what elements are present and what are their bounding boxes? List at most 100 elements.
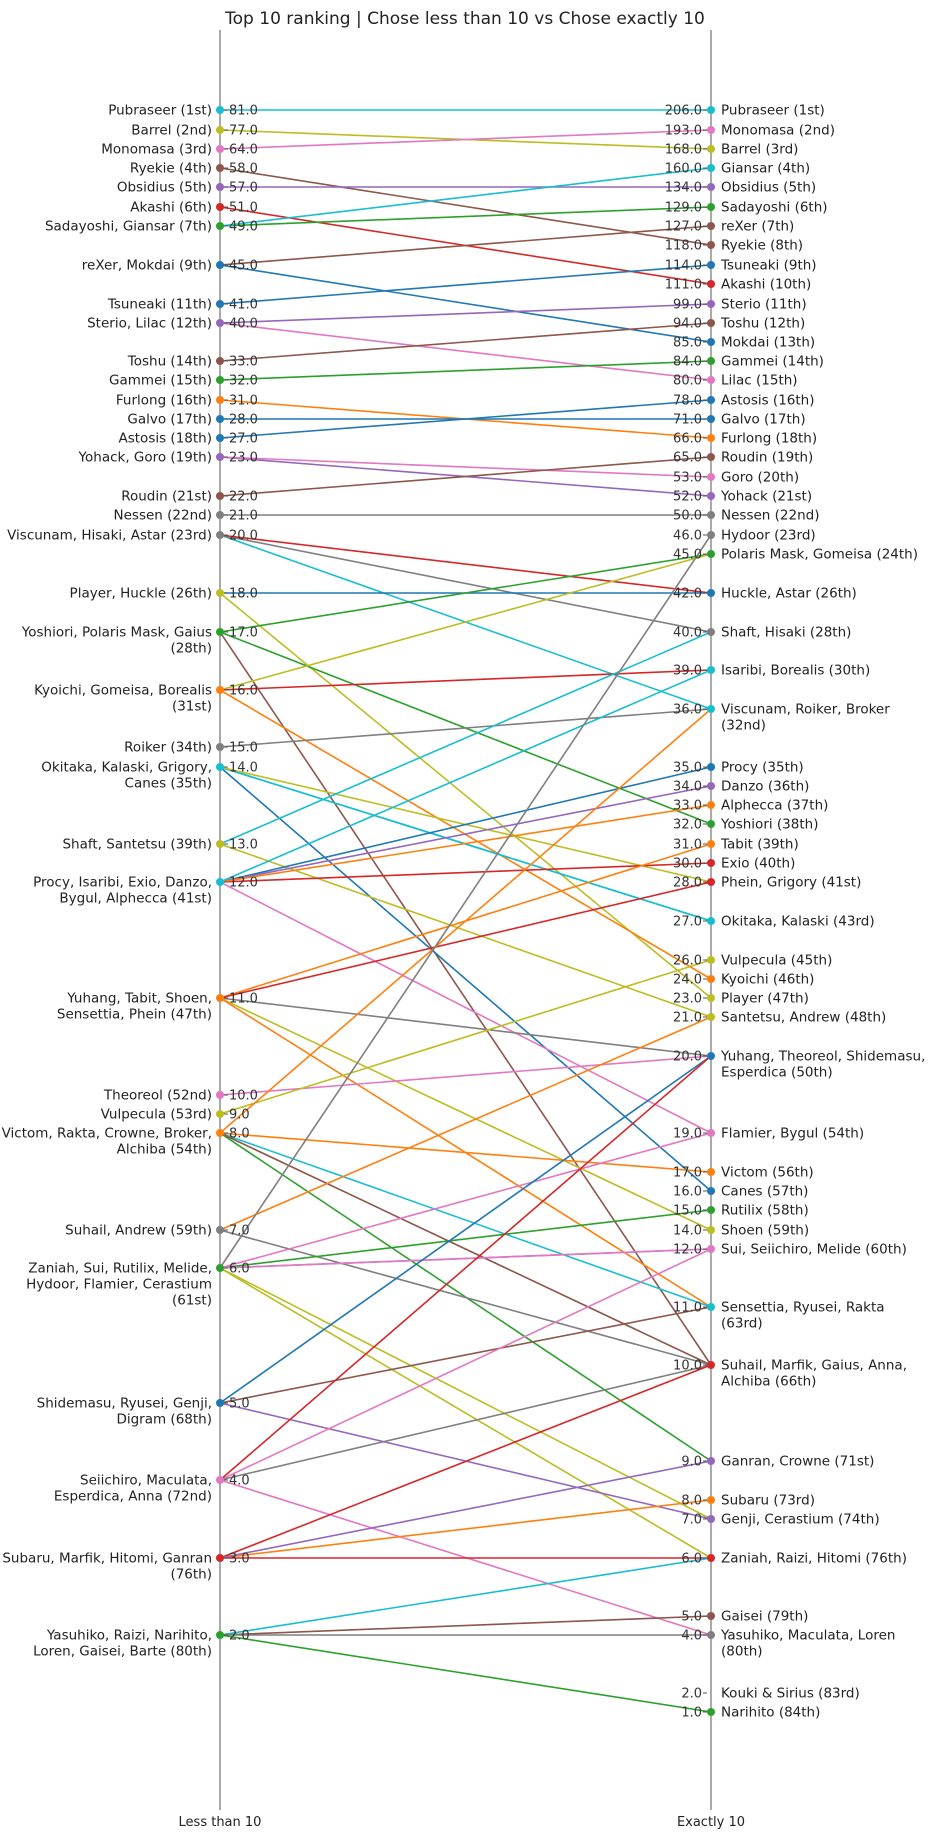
left-node-kyoichi-gomeisa-borealis-31st: 16.0 Kyoichi, Gomeisa, Borealis (31st) <box>34 683 258 715</box>
right-node-tsuneaki-9th: 114.0 Tsuneaki (9th) <box>665 258 817 274</box>
right-value-label: 17.0 <box>673 1166 702 1181</box>
left-marker <box>216 261 224 269</box>
series-line-toshu <box>219 322 712 362</box>
right-node-phein-grigory-41st: 28.0 Phein, Grigory (41st) <box>673 875 861 891</box>
series-line-borealis <box>219 669 712 691</box>
right-value-label: 16.0 <box>673 1185 702 1200</box>
series-line-narihito <box>219 1634 712 1713</box>
right-value-label: 53.0 <box>673 471 702 486</box>
left-node-viscunam-hisaki-astar-23rd: 20.0 Viscunam, Hisaki, Astar (23rd) <box>7 528 258 544</box>
right-node-yasuhiko-maculata-loren-80th: 4.0 Yasuhiko, Maculata, Loren (80th) <box>681 1628 895 1660</box>
left-node-player-huckle-26th: 18.0 Player, Huckle (26th) <box>70 586 258 602</box>
series-line-flamier <box>219 1132 712 1269</box>
left-marker <box>216 1110 224 1118</box>
left-name-label: Victom, Rakta, Crowne, Broker, Alchiba (5… <box>2 1126 212 1158</box>
series-line-melide <box>219 1248 712 1269</box>
right-value-label: 40.0 <box>673 626 702 641</box>
right-value-label: 7.0 <box>681 1513 702 1528</box>
right-marker <box>707 1457 715 1465</box>
left-node-seiichiro-maculata-esperdica-anna-72nd: 4.0 Seiichiro, Maculata, Esperdica, Anna (… <box>54 1473 250 1505</box>
left-name-label: Pubraseer (1st) <box>108 103 212 119</box>
right-value-label: 80.0 <box>673 374 702 389</box>
right-marker <box>707 1013 715 1021</box>
right-value-label: 168.0 <box>665 143 702 158</box>
series-line-shaft <box>219 631 712 845</box>
right-name-label: Viscunam, Roiker, Broker (32nd) <box>721 702 890 734</box>
left-marker <box>216 376 224 384</box>
series-line-alphecca <box>219 804 712 883</box>
left-name-label: Astosis (18th) <box>119 431 213 447</box>
left-value-label: 7.0 <box>229 1224 250 1239</box>
right-value-label: 45.0 <box>673 548 702 563</box>
right-value-label: 4.0 <box>681 1629 702 1644</box>
right-marker <box>707 801 715 809</box>
right-value-label: 39.0 <box>673 664 702 679</box>
right-name-label: Sensettia, Ryusei, Rakta (63rd) <box>721 1300 885 1332</box>
right-name-label: Hydoor (23rd) <box>721 528 816 544</box>
right-name-label: Tabit (39th) <box>720 837 799 853</box>
right-marker <box>707 145 715 153</box>
left-marker <box>216 434 224 442</box>
right-value-label: 5.0 <box>681 1610 702 1625</box>
right-marker <box>707 859 715 867</box>
left-value-label: 28.0 <box>229 413 258 428</box>
right-value-label: 85.0 <box>673 336 702 351</box>
right-node-kyoichi-46th: 24.0 Kyoichi (46th) <box>673 972 814 988</box>
series-line-sterio <box>219 303 712 324</box>
series-line-gomeisa <box>219 553 712 691</box>
left-name-label: Theoreol (52nd) <box>103 1088 212 1104</box>
left-name-label: Gammei (15th) <box>109 373 212 389</box>
left-marker <box>216 1226 224 1234</box>
right-marker <box>707 1245 715 1253</box>
right-value-label: 1.0 <box>681 1706 702 1721</box>
left-marker <box>216 628 224 636</box>
left-name-label: Nessen (22nd) <box>114 508 212 524</box>
left-marker <box>216 396 224 404</box>
right-node-flamier-bygul-54th: 19.0 Flamier, Bygul (54th) <box>673 1126 864 1142</box>
series-line-santetsu <box>219 843 712 1018</box>
left-node-barrel-2nd: 77.0 Barrel (2nd) <box>131 123 258 139</box>
right-node-sadayoshi-6th: 129.0 Sadayoshi (6th) <box>665 200 828 216</box>
left-value-label: 20.0 <box>229 529 258 544</box>
left-name-label: Obsidius (5th) <box>117 180 212 196</box>
right-node-toshu-12th: 94.0 Toshu (12th) <box>673 316 805 332</box>
left-node-pubraseer-1st: 81.0 Pubraseer (1st) <box>108 103 258 119</box>
series-line-zaniah <box>219 1267 712 1559</box>
right-name-label: Yuhang, Theoreol, Shidemasu, Esperdica (5… <box>720 1049 925 1081</box>
series-line-marfik <box>219 1364 712 1559</box>
right-marker <box>707 357 715 365</box>
right-marker <box>707 300 715 308</box>
right-marker <box>707 241 715 249</box>
right-name-label: Roudin (19th) <box>721 450 813 466</box>
series-line-goro <box>219 456 712 478</box>
right-node-furlong-18th: 66.0 Furlong (18th) <box>673 431 817 447</box>
right-value-label: 26.0 <box>673 954 702 969</box>
right-marker <box>707 628 715 636</box>
left-marker <box>216 531 224 539</box>
left-value-label: 51.0 <box>229 201 258 216</box>
right-marker <box>707 1515 715 1523</box>
right-name-label: Yoshiori (38th) <box>720 817 818 833</box>
right-node-canes-57th: 16.0 Canes (57th) <box>673 1184 808 1200</box>
right-name-label: Gaisei (79th) <box>721 1609 808 1625</box>
left-node-yasuhiko-raizi-narihito-loren-gaisei-barte-80th: 2.0 Yasuhiko, Raizi, Narihito, Loren, Gais… <box>33 1628 250 1660</box>
right-value-label: 12.0 <box>673 1243 702 1258</box>
right-value-label: 6.0 <box>681 1552 702 1567</box>
right-value-label: 23.0 <box>673 992 702 1007</box>
right-marker <box>707 1303 715 1311</box>
right-name-label: Huckle, Astar (26th) <box>721 586 857 602</box>
left-node-nessen-22nd: 21.0 Nessen (22nd) <box>114 508 258 524</box>
left-value-label: 4.0 <box>229 1474 250 1489</box>
left-node-ryekie-4th: 58.0 Ryekie (4th) <box>130 161 258 177</box>
right-value-label: 2.0 <box>681 1687 702 1702</box>
series-line-yuhang <box>219 997 712 1057</box>
right-value-label: 134.0 <box>665 181 702 196</box>
right-name-label: Procy (35th) <box>721 760 804 776</box>
right-marker <box>707 1361 715 1369</box>
left-marker <box>216 1554 224 1562</box>
right-name-label: Vulpecula (45th) <box>721 953 832 969</box>
right-node-yoshiori-38th: 32.0 Yoshiori (38th) <box>673 817 818 833</box>
left-value-label: 22.0 <box>229 490 258 505</box>
right-node-ganran-crowne-71st: 9.0 Ganran, Crowne (71st) <box>681 1454 874 1470</box>
right-node-genji-cerastium-74th: 7.0 Genji, Cerastium (74th) <box>681 1512 879 1528</box>
